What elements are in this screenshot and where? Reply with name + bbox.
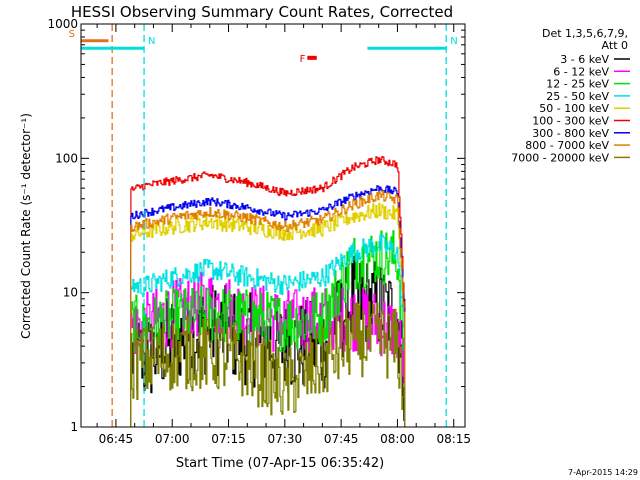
- legend-label-4: 25 - 50 keV: [546, 90, 609, 103]
- y-tick-label: 1000: [47, 17, 78, 31]
- axes-ticks: 1 10 100 1000 06:45 07:00 07:15 07:30 07:45 08:00…: [47, 17, 471, 446]
- flag-label-3: N: [450, 36, 457, 47]
- legend-label-2: 6 - 12 keV: [553, 65, 609, 78]
- flag-label-1: S: [69, 29, 75, 40]
- y-axis-label: Corrected Count Rate (s⁻¹ detector⁻¹): [19, 113, 33, 339]
- x-tick-label: 07:00: [155, 432, 190, 446]
- y-tick-label: 100: [55, 151, 78, 165]
- y-tick-label: 10: [63, 286, 78, 300]
- x-tick-label: 07:45: [324, 432, 359, 446]
- legend-label-3: 12 - 25 keV: [546, 78, 609, 91]
- series-9-trace: [130, 301, 406, 427]
- legend-label-8: 800 - 7000 keV: [525, 139, 609, 152]
- series-6-trace: [130, 156, 406, 427]
- series-7-trace: [130, 185, 406, 427]
- flag-label-4: F: [300, 54, 306, 65]
- legend-label-5: 50 - 100 keV: [539, 102, 609, 115]
- legend-label-9: 7000 - 20000 keV: [511, 151, 609, 164]
- series-4-trace: [130, 234, 406, 427]
- series-8-trace: [130, 190, 406, 427]
- flag-label-2: N: [148, 36, 155, 47]
- chart-title: HESSI Observing Summary Count Rates, Cor…: [71, 3, 453, 21]
- y-tick-label: 1: [70, 420, 78, 434]
- x-axis-label: Start Time (07-Apr-15 06:35:42): [176, 456, 384, 471]
- timestamp: 7-Apr-2015 14:29: [568, 468, 638, 477]
- x-tick-label: 07:15: [211, 432, 246, 446]
- x-tick-label: 08:00: [380, 432, 415, 446]
- legend-label-6: 100 - 300 keV: [532, 115, 609, 128]
- plot-frame: [80, 23, 466, 428]
- x-tick-label: 06:45: [99, 432, 134, 446]
- flag-bars: S N N F: [69, 24, 458, 427]
- series-traces: [130, 156, 406, 427]
- x-tick-label: 08:15: [436, 432, 471, 446]
- legend-label-7: 300 - 800 keV: [532, 127, 609, 140]
- legend-header-line-1: Det 1,3,5,6,7,9,: [542, 27, 628, 40]
- x-tick-label: 07:30: [268, 432, 303, 446]
- legend-label-1: 3 - 6 keV: [560, 53, 609, 66]
- legend-header-line-2: Att 0: [602, 39, 628, 52]
